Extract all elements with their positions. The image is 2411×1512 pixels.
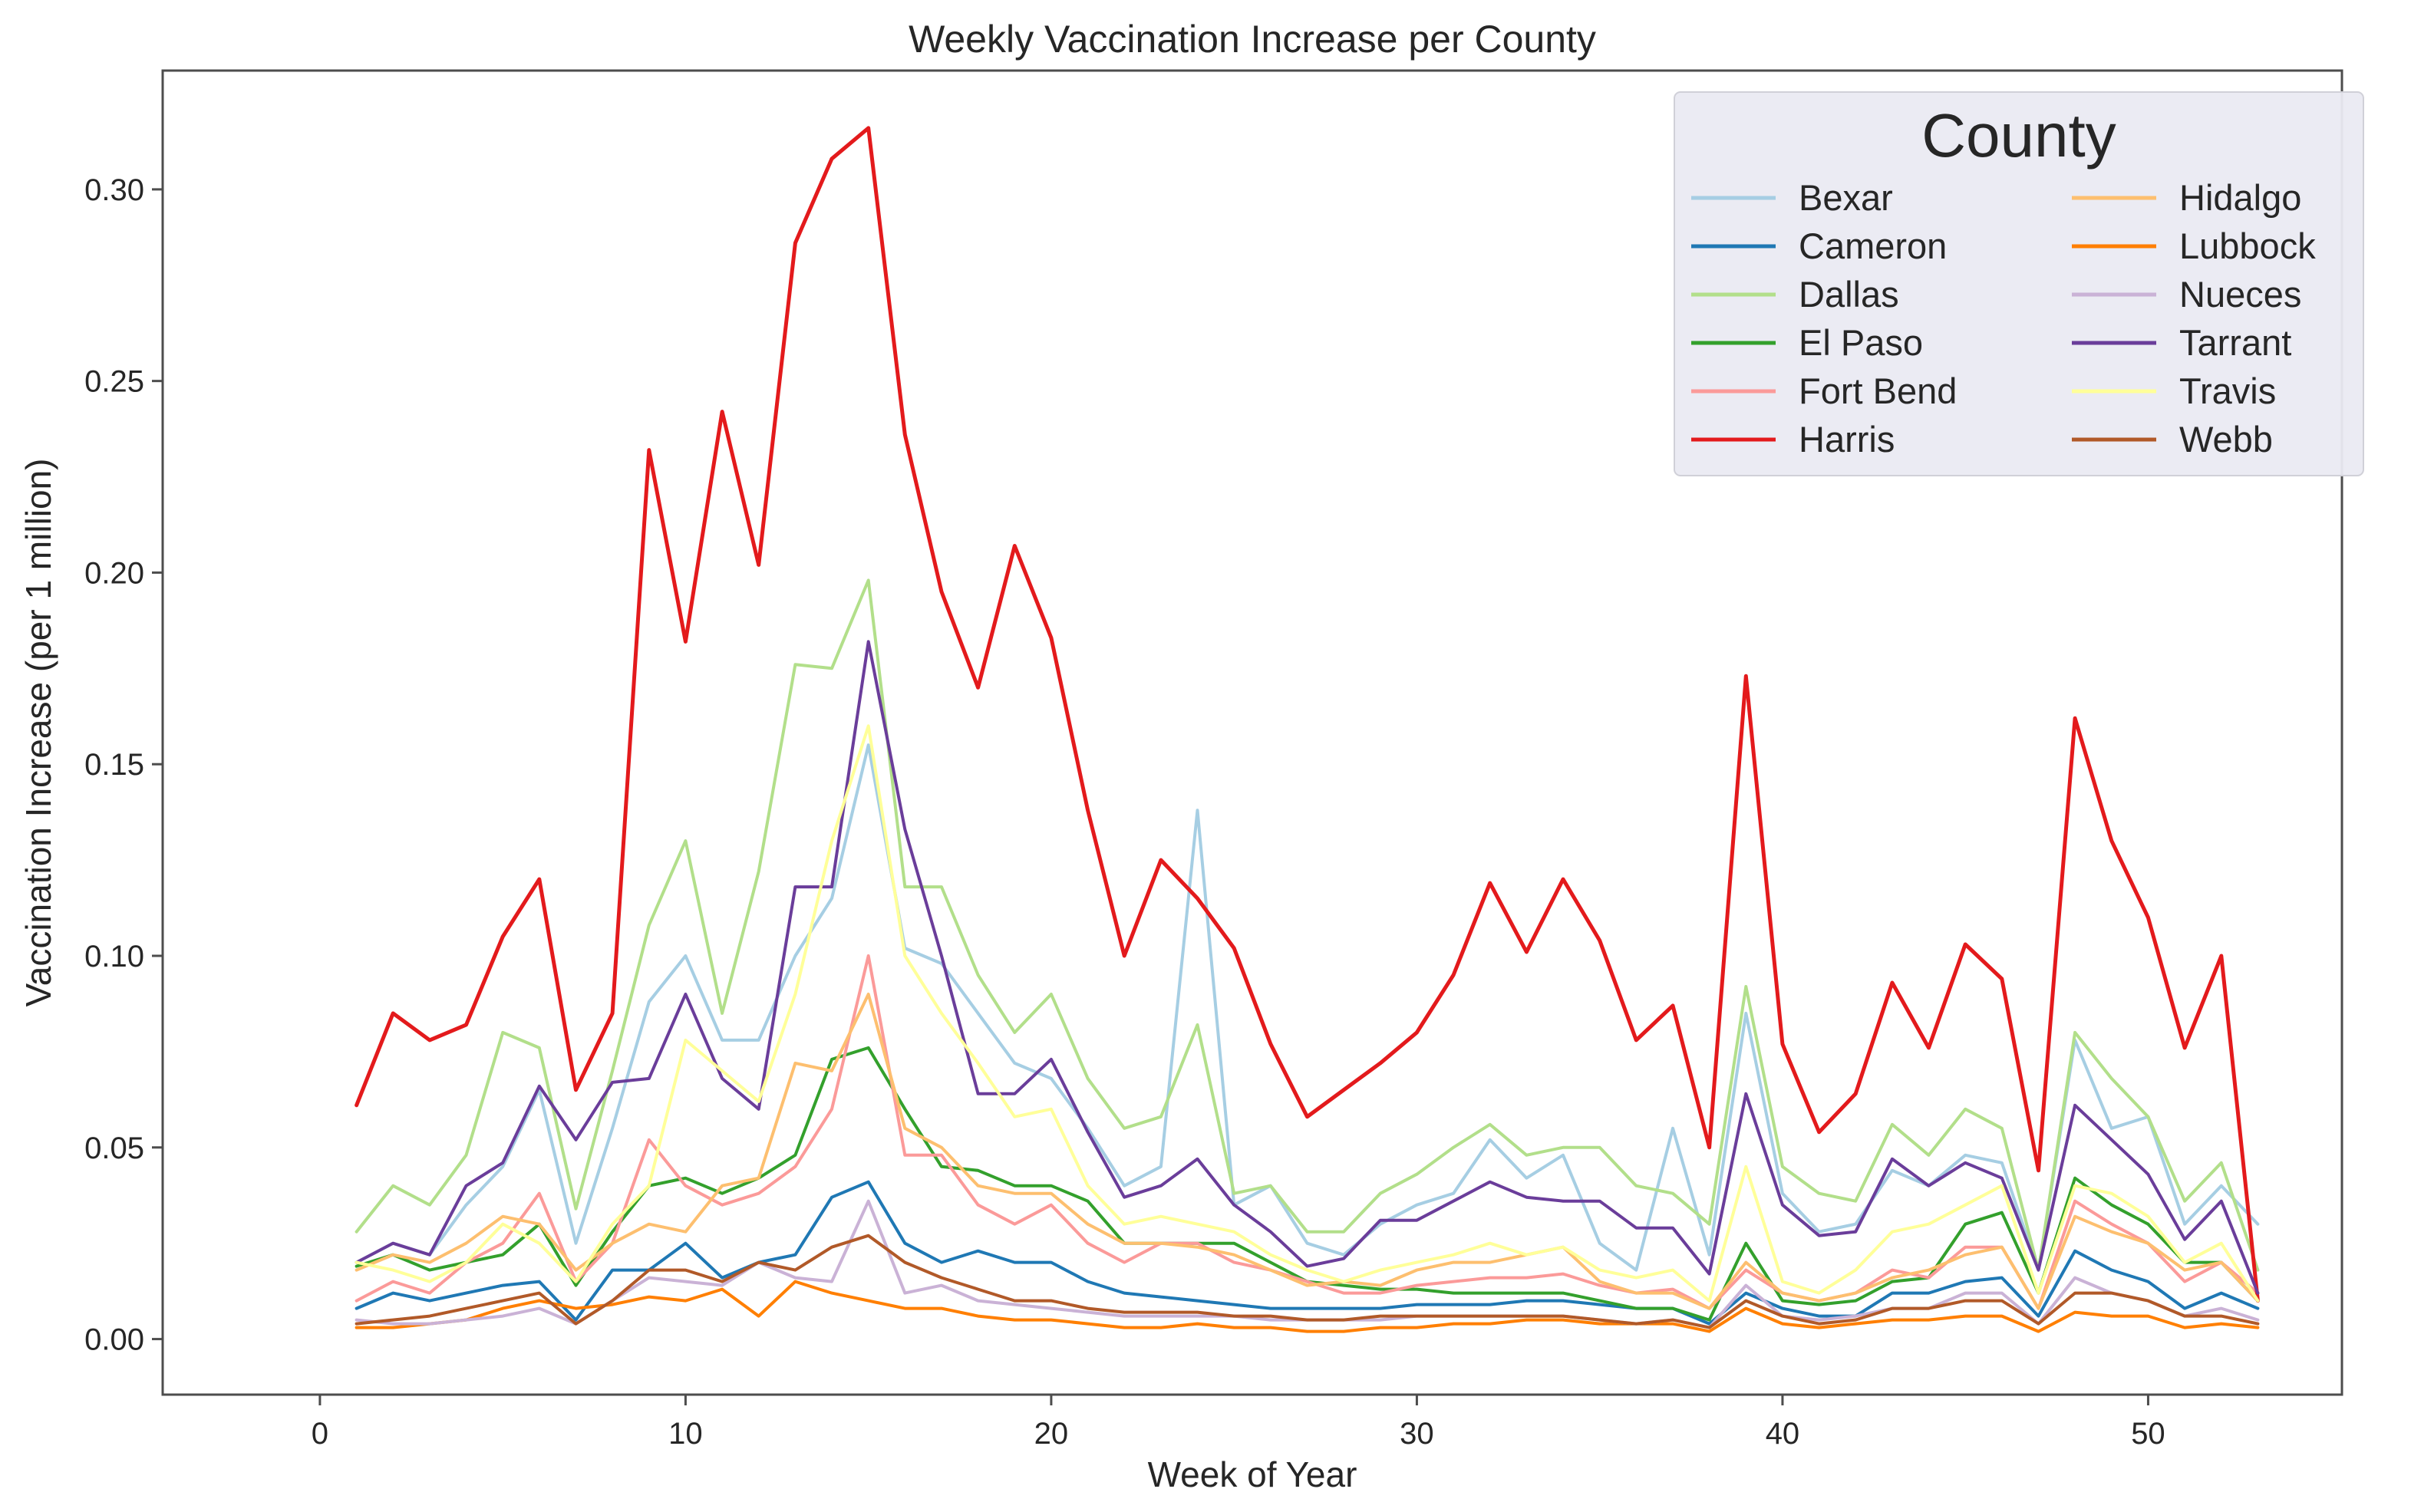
x-tick-label: 50 (2131, 1417, 2165, 1451)
y-tick-label: 0.15 (84, 748, 144, 782)
legend: County Bexar Cameron Dallas El Paso Fort Ben… (1674, 91, 2364, 476)
y-tick-label: 0.30 (84, 173, 144, 207)
x-tick-label: 10 (668, 1417, 703, 1451)
series-line-hidalgo (355, 993, 2260, 1310)
legend-label-fort-bend: Fort Bend (1799, 371, 1957, 411)
legend-label-bexar: Bexar (1799, 177, 1893, 218)
y-tick-label: 0.10 (84, 940, 144, 973)
x-axis-label: Week of Year (1148, 1454, 1357, 1494)
legend-label-lubbock: Lubbock (2179, 226, 2316, 266)
series-line-webb (355, 1234, 2260, 1329)
series-line-bexar (355, 743, 2260, 1272)
legend-label-hidalgo: Hidalgo (2179, 177, 2301, 218)
legend-label-webb: Webb (2179, 419, 2273, 460)
legend-label-travis: Travis (2179, 371, 2276, 411)
legend-label-tarrant: Tarrant (2179, 322, 2291, 363)
series-line-tarrant (355, 640, 2260, 1295)
series-layer (355, 126, 2260, 1333)
chart-title: Weekly Vaccination Increase per County (909, 18, 1596, 61)
y-tick-label: 0.00 (84, 1323, 144, 1357)
y-axis: 0.00 0.05 0.10 0.15 0.20 0.25 0.30 (84, 173, 163, 1357)
x-tick-label: 0 (312, 1417, 328, 1451)
y-axis-label: Vaccination Increase (per 1 million) (18, 458, 58, 1006)
legend-label-cameron: Cameron (1799, 226, 1947, 266)
y-tick-label: 0.20 (84, 556, 144, 590)
plot-area-frame (161, 69, 2343, 1396)
legend-label-harris: Harris (1799, 419, 1895, 460)
legend-title: County (1921, 101, 2116, 170)
x-tick-label: 40 (1766, 1417, 1800, 1451)
legend-label-dallas: Dallas (1799, 274, 1899, 315)
legend-label-el-paso: El Paso (1799, 322, 1923, 363)
y-tick-label: 0.25 (84, 365, 144, 399)
x-tick-label: 30 (1400, 1417, 1434, 1451)
series-line-harris (355, 126, 2260, 1303)
y-tick-label: 0.05 (84, 1132, 144, 1165)
legend-label-nueces: Nueces (2179, 274, 2301, 315)
series-line-lubbock (355, 1280, 2260, 1333)
x-axis: 0 10 20 30 40 50 (312, 1395, 2165, 1451)
series-line-cameron (355, 1180, 2260, 1326)
series-line-dallas (355, 578, 2260, 1272)
series-line-fort-bend (355, 954, 2260, 1310)
legend-box (1674, 91, 2364, 476)
x-tick-label: 20 (1034, 1417, 1069, 1451)
series-line-travis (355, 724, 2260, 1303)
